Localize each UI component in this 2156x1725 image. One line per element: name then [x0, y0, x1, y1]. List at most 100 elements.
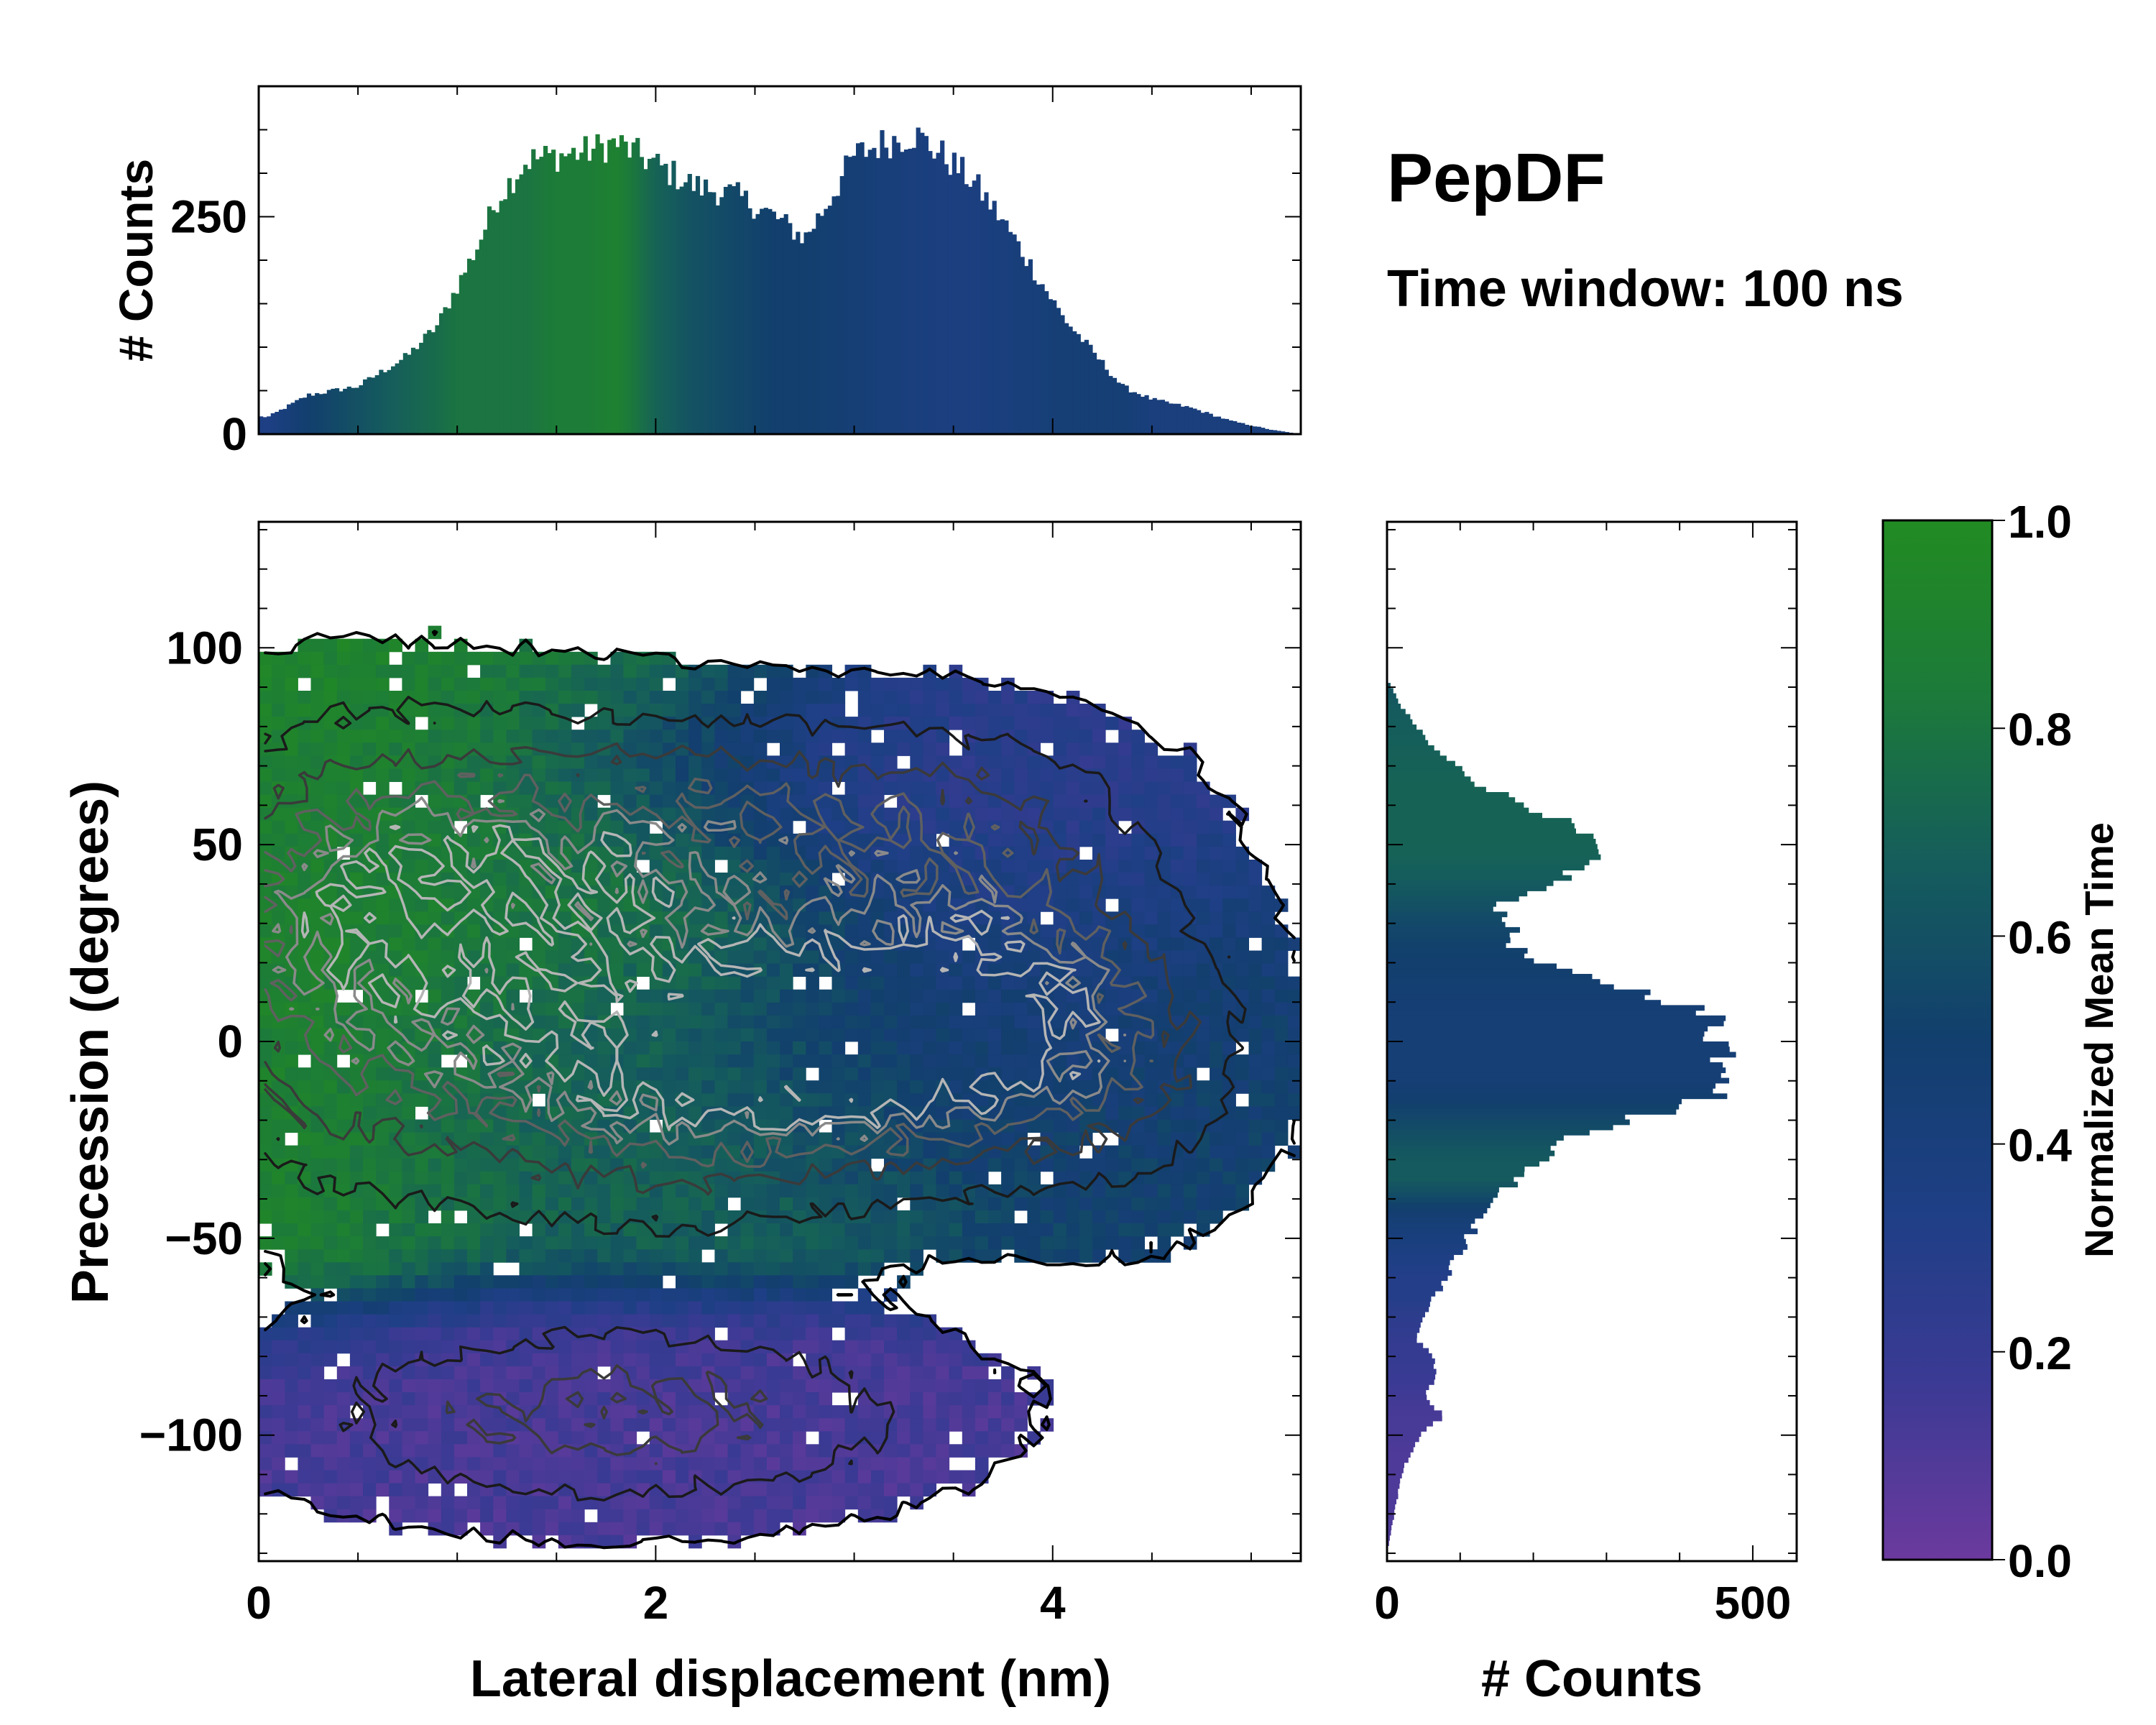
heatmap-cell	[323, 1418, 338, 1432]
heatmap-cell	[1235, 1171, 1250, 1185]
right-hist-bar	[1387, 1119, 1630, 1126]
heatmap-cell	[988, 976, 1002, 990]
heatmap-cell	[936, 873, 950, 886]
heatmap-cell	[545, 1353, 559, 1367]
heatmap-cell	[558, 677, 572, 691]
heatmap-cell	[519, 1132, 533, 1146]
heatmap-cell	[870, 950, 885, 965]
heatmap-cell	[936, 950, 950, 965]
heatmap-cell	[506, 846, 520, 860]
heatmap-cell	[714, 1314, 729, 1328]
heatmap-cell	[584, 1392, 598, 1406]
heatmap-cell	[936, 1210, 950, 1224]
heatmap-cell	[597, 1054, 611, 1068]
heatmap-cell	[415, 1379, 429, 1393]
heatmap-cell	[1053, 1132, 1067, 1146]
heatmap-cell	[1144, 1210, 1158, 1224]
heatmap-cell	[949, 1444, 963, 1458]
heatmap-cell	[793, 1444, 806, 1458]
heatmap-cell	[740, 1067, 755, 1081]
heatmap-cell	[545, 1314, 559, 1328]
heatmap-cell	[506, 1184, 520, 1198]
heatmap-cell	[636, 833, 650, 847]
heatmap-cell	[1157, 768, 1171, 782]
heatmap-cell	[259, 1015, 272, 1029]
heatmap-cell	[259, 704, 272, 717]
heatmap-cell	[1248, 1041, 1263, 1055]
heatmap-cell	[857, 820, 872, 834]
heatmap-cell	[1248, 1132, 1263, 1146]
heatmap-cell	[727, 1249, 742, 1263]
heatmap-cell	[1170, 1197, 1184, 1211]
heatmap-cell	[558, 886, 572, 899]
heatmap-cell	[806, 1509, 819, 1523]
heatmap-cell	[806, 1080, 819, 1094]
heatmap-cell	[1210, 911, 1223, 925]
heatmap-cell	[636, 768, 650, 782]
heatmap-cell	[415, 1288, 429, 1302]
heatmap-cell	[506, 1353, 520, 1367]
heatmap-cell	[363, 1197, 377, 1211]
heatmap-cell	[1144, 1184, 1158, 1198]
heatmap-cell	[623, 1340, 637, 1354]
heatmap-cell	[1131, 1236, 1146, 1250]
heatmap-cell	[884, 1002, 898, 1016]
heatmap-cell	[493, 730, 507, 743]
heatmap-cell	[610, 1431, 625, 1445]
right-hist-bar	[1387, 886, 1547, 891]
top-hist-bar	[1228, 420, 1233, 434]
heatmap-cell	[376, 1340, 390, 1354]
heatmap-cell	[453, 717, 468, 730]
heatmap-cell	[962, 1041, 976, 1055]
heatmap-cell	[323, 1262, 338, 1276]
heatmap-cell	[597, 1262, 611, 1276]
heatmap-cell	[819, 1496, 833, 1510]
heatmap-cell	[415, 1054, 429, 1068]
heatmap-cell	[676, 1392, 689, 1406]
heatmap-cell	[1170, 873, 1184, 886]
top-hist-bar	[607, 139, 612, 434]
heatmap-cell	[831, 807, 846, 822]
heatmap-cell	[636, 1054, 650, 1068]
heatmap-cell	[376, 873, 390, 886]
heatmap-cell	[688, 1275, 702, 1289]
heatmap-cell	[493, 1301, 507, 1315]
heatmap-cell	[597, 1522, 611, 1536]
heatmap-cell	[506, 963, 520, 978]
heatmap-cell	[402, 807, 416, 822]
heatmap-cell	[415, 768, 429, 782]
heatmap-cell	[441, 886, 455, 899]
heatmap-cell	[376, 820, 390, 834]
top-hist-bar	[1112, 377, 1118, 434]
heatmap-cell	[323, 651, 338, 666]
heatmap-cell	[493, 664, 507, 678]
top-hist-bar	[459, 275, 464, 434]
heatmap-cell	[831, 1301, 846, 1315]
heatmap-cell	[923, 976, 937, 990]
heatmap-cell	[662, 742, 676, 756]
heatmap-cell	[870, 1236, 885, 1250]
right-hist-bar	[1387, 916, 1502, 923]
top-hist-bar	[295, 400, 300, 434]
heatmap-cell	[727, 1522, 742, 1536]
heatmap-cell	[688, 1067, 702, 1081]
heatmap-cell	[884, 1171, 898, 1185]
heatmap-cell	[558, 1457, 572, 1471]
heatmap-cell	[793, 1223, 806, 1237]
heatmap-cell	[506, 937, 520, 951]
heatmap-cell	[480, 1002, 494, 1016]
right-hist-bar	[1387, 776, 1471, 783]
heatmap-cell	[571, 1314, 585, 1328]
heatmap-cell	[545, 755, 559, 769]
heatmap-cell	[402, 664, 416, 678]
heatmap-cell	[910, 1002, 923, 1016]
heatmap-cell	[870, 768, 885, 782]
heatmap-cell	[766, 1483, 780, 1497]
heatmap-cell	[506, 755, 520, 769]
heatmap-cell	[753, 691, 768, 704]
heatmap-cell	[1261, 1080, 1276, 1094]
heatmap-cell	[1235, 873, 1250, 886]
heatmap-cell	[389, 1249, 402, 1263]
heatmap-cell	[480, 691, 494, 704]
heatmap-cell	[272, 860, 285, 873]
